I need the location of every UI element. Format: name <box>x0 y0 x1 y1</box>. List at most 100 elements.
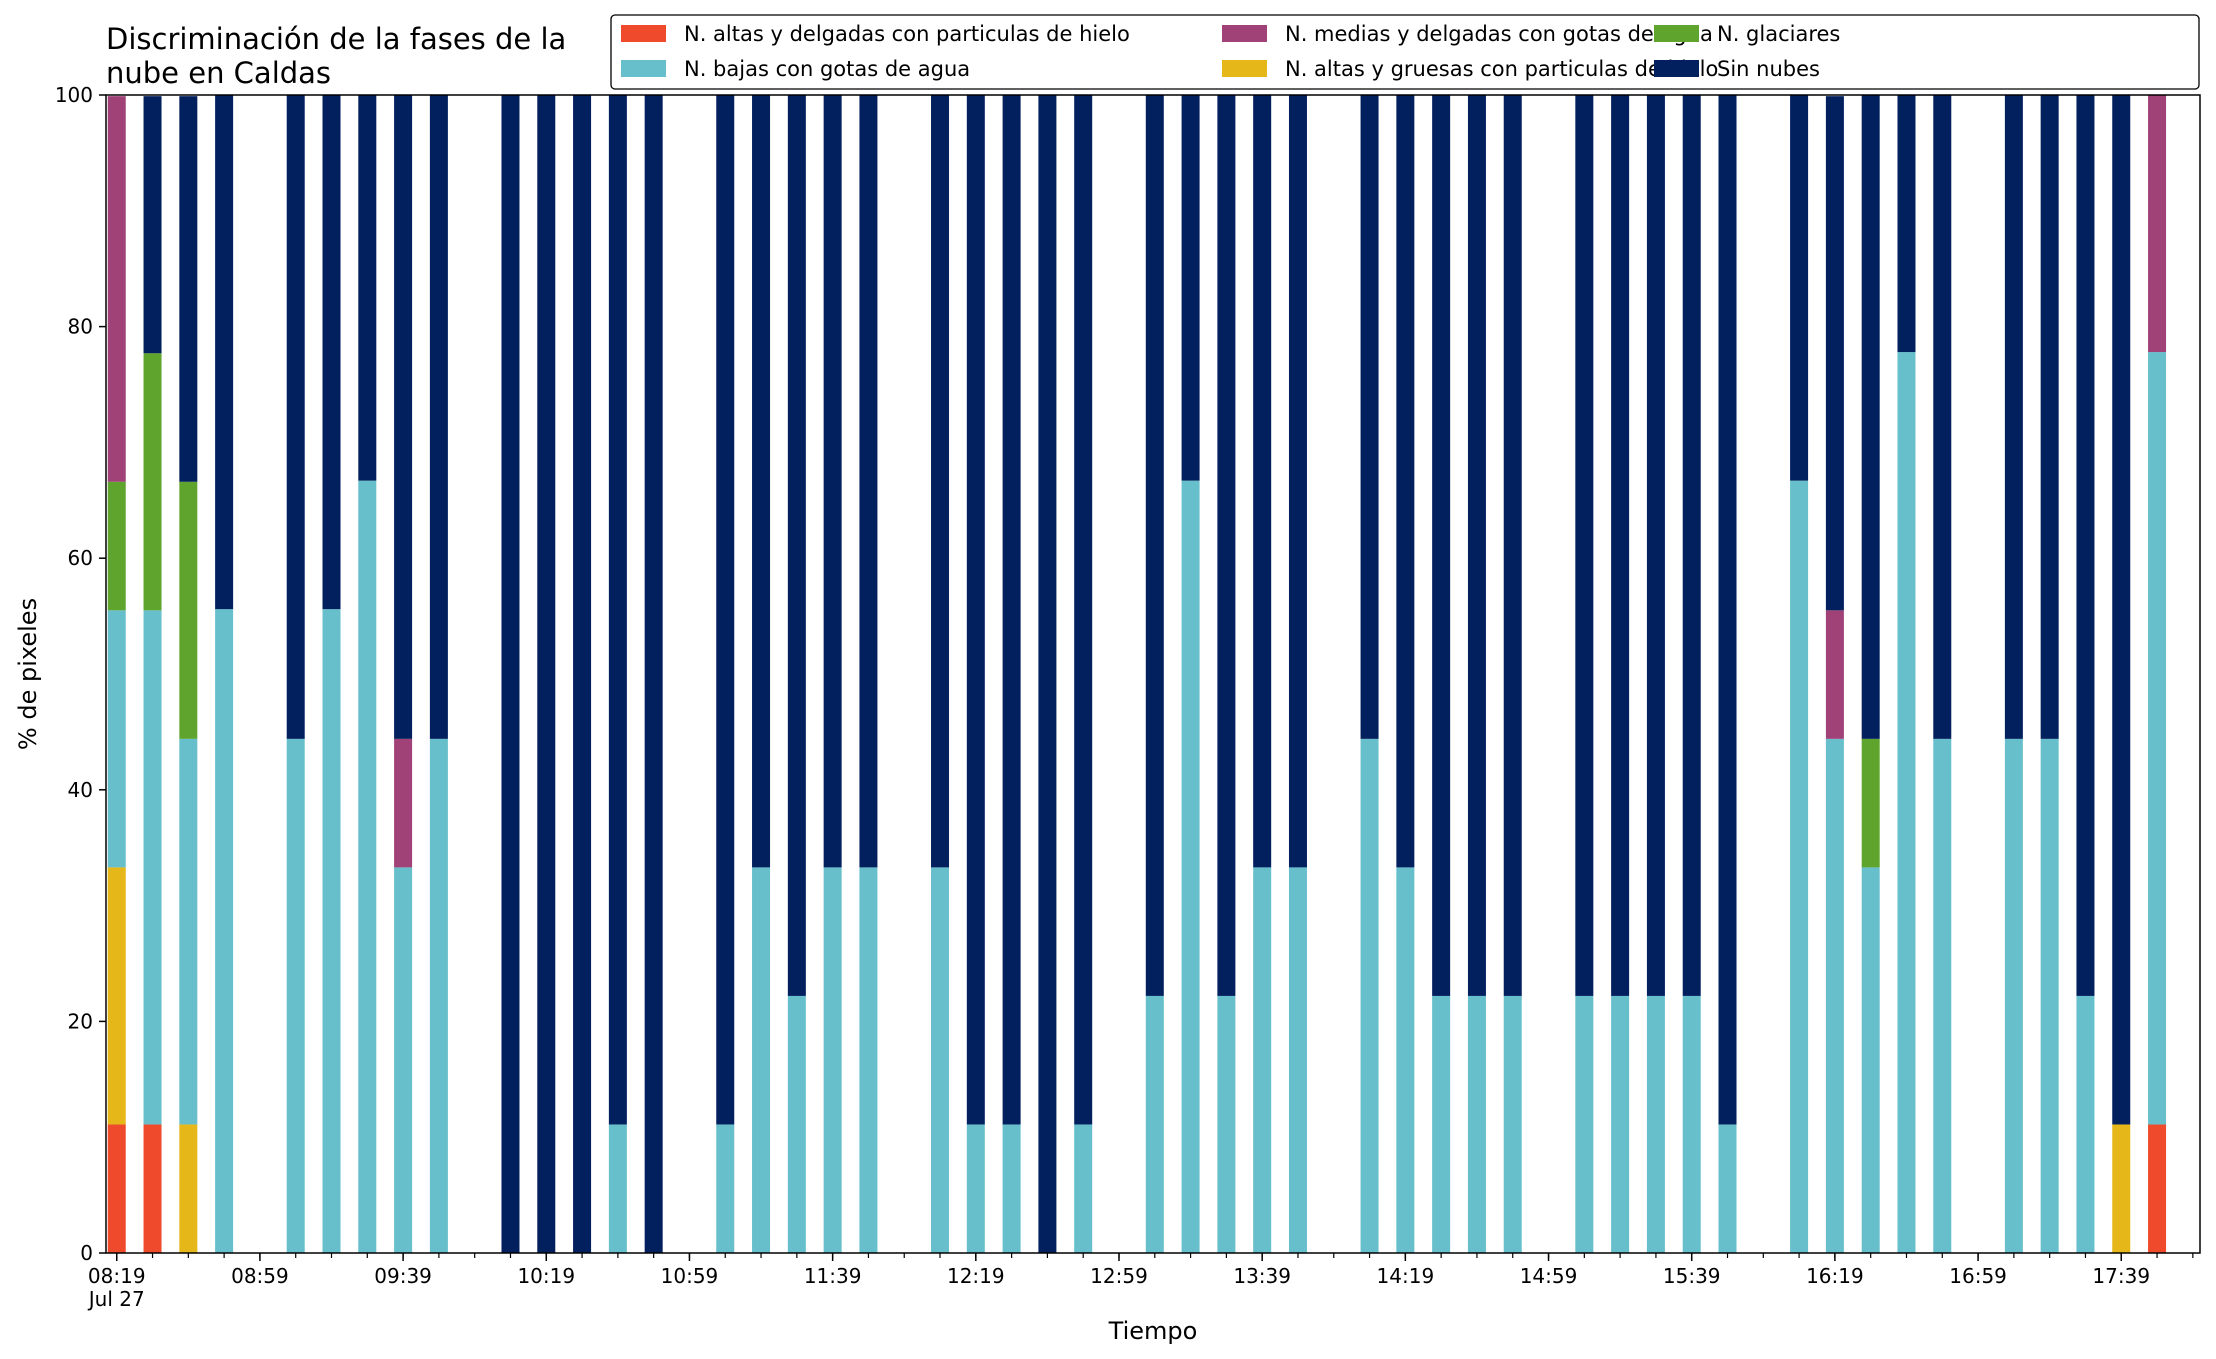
bar-segment <box>787 95 806 996</box>
bar-segment <box>322 609 341 1253</box>
bar-segment <box>1575 95 1594 996</box>
x-tick-label: 16:19 <box>1806 1264 1864 1288</box>
bar-segment <box>1360 738 1379 1253</box>
bar-segment <box>1682 995 1701 1253</box>
x-axis-label: Tiempo <box>1108 1317 1198 1345</box>
y-tick-label: 40 <box>68 778 93 802</box>
bar-segment <box>644 95 663 1253</box>
bar-segment <box>394 867 413 1253</box>
bar-segment <box>429 738 448 1253</box>
bar-segment <box>322 95 341 610</box>
bar-segment <box>859 867 878 1253</box>
bar-segment <box>358 480 377 1253</box>
bar-segment <box>2112 95 2131 1125</box>
bar-segment <box>143 610 162 1125</box>
bar-segment <box>1933 95 1952 739</box>
x-tick-label: 08:59 <box>231 1264 289 1288</box>
bar-segment <box>1897 95 1916 353</box>
x-tick-label: 09:39 <box>374 1264 432 1288</box>
bar-segment <box>1074 1124 1093 1253</box>
bar-segment <box>107 96 126 482</box>
bar-segment <box>143 96 162 354</box>
x-tick-label: 16:59 <box>1949 1264 2007 1288</box>
bar-segment <box>1897 352 1916 1253</box>
bar-segment <box>1682 95 1701 996</box>
bar-segment <box>1288 95 1307 868</box>
bar-segment <box>2148 1124 2167 1253</box>
bar-segment <box>1503 995 1522 1253</box>
x-tick-label: 15:39 <box>1663 1264 1721 1288</box>
legend-label: N. glaciares <box>1717 22 1840 46</box>
bar-segment <box>1396 95 1415 868</box>
bar-segment <box>1646 95 1665 996</box>
bar-segment <box>1288 867 1307 1253</box>
bar-segment <box>1933 738 1952 1253</box>
bar-segment <box>1074 95 1093 1125</box>
bar-segment <box>966 95 985 1125</box>
x-tick-label: 10:19 <box>517 1264 575 1288</box>
x-tick-label: 10:59 <box>661 1264 719 1288</box>
y-tick-label: 60 <box>68 546 93 570</box>
bar-segment <box>179 481 198 739</box>
bar-segment <box>716 1124 735 1253</box>
y-axis-label: % de pixeles <box>14 598 42 750</box>
bar-segment <box>286 738 305 1253</box>
bar-segment <box>286 95 305 739</box>
bar-segment <box>966 1124 985 1253</box>
x-tick-label: 17:39 <box>2092 1264 2150 1288</box>
bar-segment <box>931 867 950 1253</box>
bar-segment <box>823 95 842 868</box>
bar-segment <box>2004 95 2023 739</box>
bar-segment <box>143 1124 162 1253</box>
bar-segment <box>107 867 126 1125</box>
bar-segment <box>823 867 842 1253</box>
bar-segment <box>608 1124 627 1253</box>
bar-segment <box>1825 738 1844 1253</box>
bar-segment <box>1002 95 1021 1125</box>
bar-segment <box>1503 95 1522 996</box>
bar-segment <box>1181 95 1200 481</box>
bar-segment <box>2112 1124 2131 1253</box>
legend-label: N. altas y delgadas con particulas de hi… <box>684 22 1130 46</box>
x-tick-label: 14:19 <box>1377 1264 1435 1288</box>
bar-segment <box>2076 995 2095 1253</box>
y-tick-label: 0 <box>80 1241 93 1265</box>
y-tick-label: 100 <box>55 83 93 107</box>
bar-segment <box>1790 95 1809 481</box>
bar-segment <box>752 867 771 1253</box>
bar-segment <box>1181 480 1200 1253</box>
legend-swatch <box>621 60 666 77</box>
plot-frame <box>105 94 2201 1254</box>
bar-segment <box>787 995 806 1253</box>
bar-segment <box>1002 1124 1021 1253</box>
bar-segment <box>1038 95 1057 1253</box>
bar-segment <box>179 1124 198 1253</box>
bar-segment <box>1360 95 1379 739</box>
y-tick-label: 80 <box>68 315 93 339</box>
bar-segment <box>1467 95 1486 996</box>
legend-swatch <box>621 25 666 42</box>
x-tick-label: 14:59 <box>1520 1264 1578 1288</box>
bar-segment <box>2148 95 2167 353</box>
bar-segment <box>107 610 126 868</box>
x-tick-label: 08:19 <box>88 1264 146 1288</box>
legend-label: Sin nubes <box>1717 57 1820 81</box>
bar-segment <box>1611 995 1630 1253</box>
bar-segment <box>429 95 448 739</box>
bar-segment <box>179 96 198 482</box>
bar-segment <box>1718 95 1737 1125</box>
legend-swatch <box>1222 60 1267 77</box>
legend: N. altas y delgadas con particulas de hi… <box>610 14 2200 90</box>
bar-segment <box>1145 95 1164 996</box>
legend-box <box>610 14 2200 90</box>
x-tick-label: 12:19 <box>947 1264 1005 1288</box>
bar-segment <box>1790 480 1809 1253</box>
legend-label: N. medias y delgadas con gotas de agua <box>1285 22 1713 46</box>
bar-segment <box>1575 995 1594 1253</box>
bar-segment <box>394 738 413 868</box>
bar-segment <box>2040 738 2059 1253</box>
bar-segment <box>859 95 878 868</box>
bar-segment <box>2040 95 2059 739</box>
